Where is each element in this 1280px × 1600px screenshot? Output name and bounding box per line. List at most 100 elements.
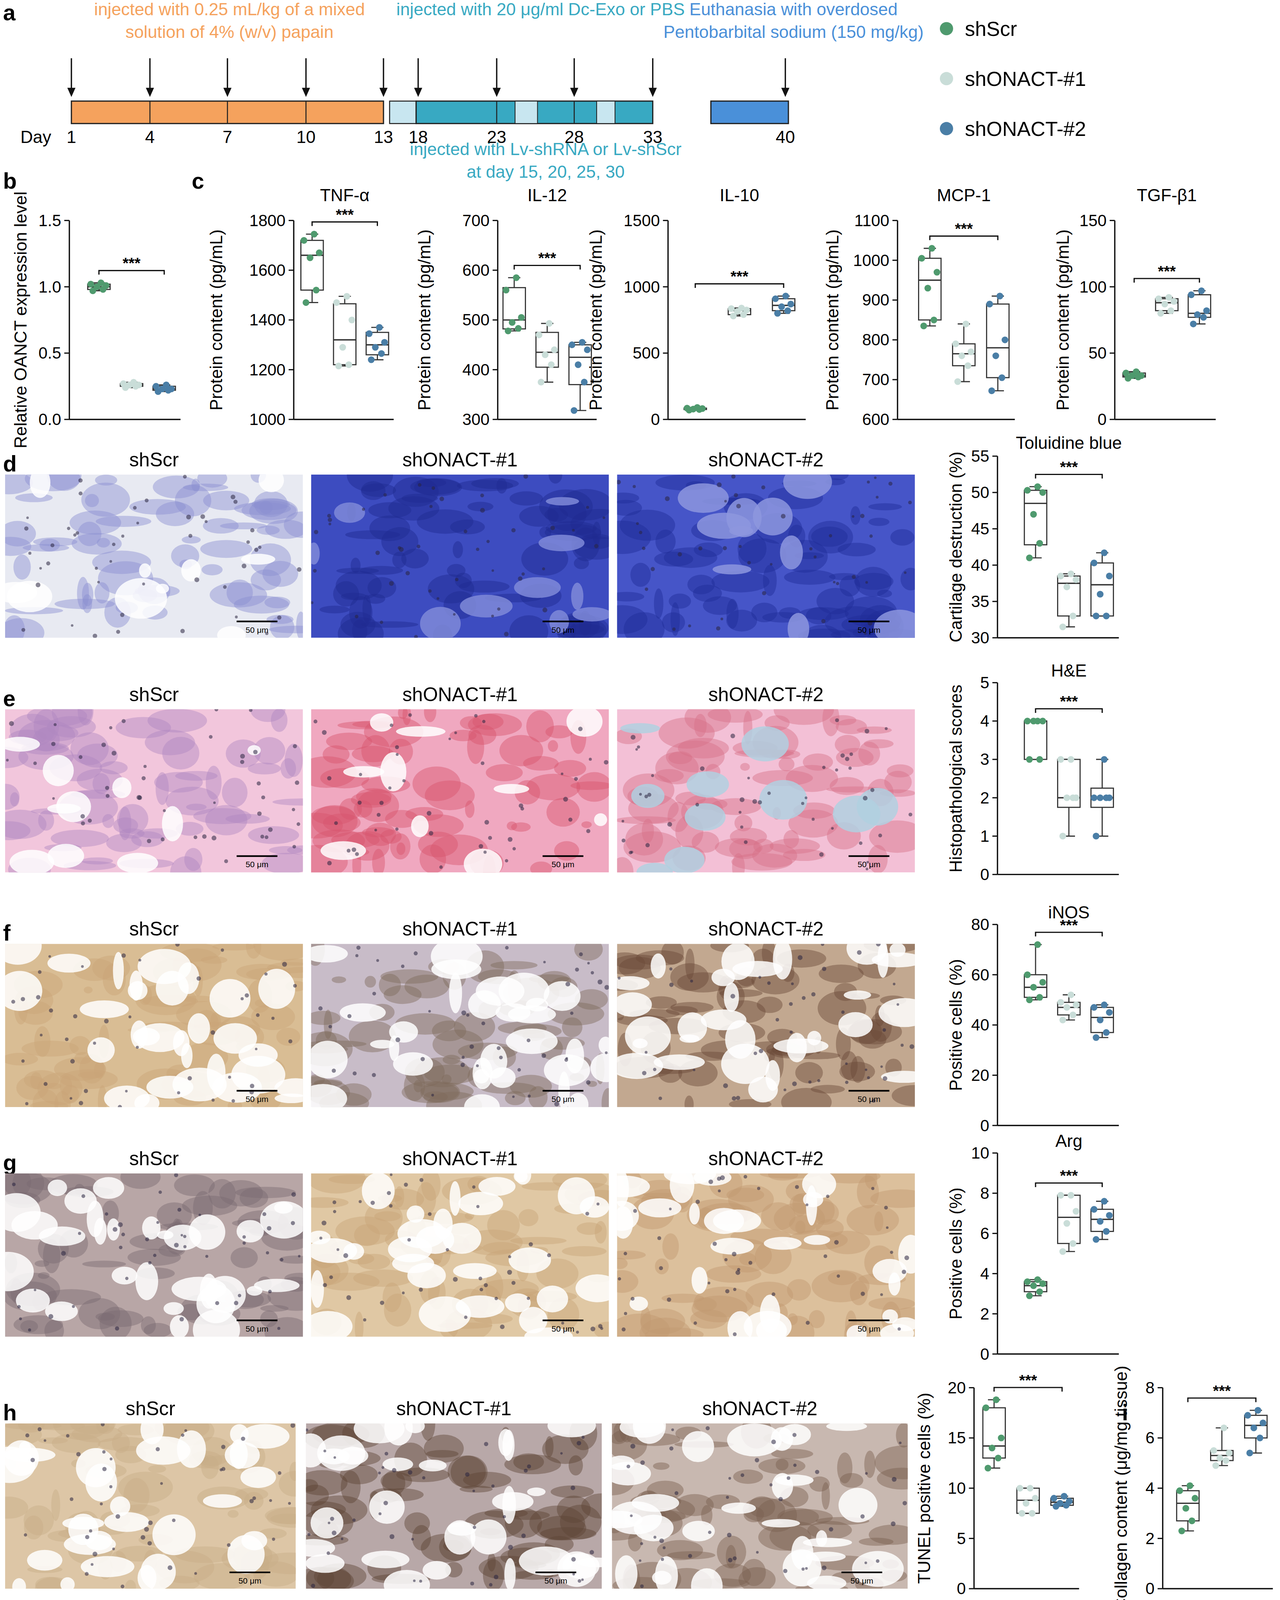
cell bbox=[246, 540, 250, 544]
cell bbox=[271, 1536, 275, 1541]
tissue bbox=[357, 1253, 391, 1270]
cell bbox=[689, 979, 694, 983]
cell bbox=[730, 993, 736, 999]
lacuna bbox=[430, 943, 483, 975]
lacuna bbox=[152, 1513, 196, 1555]
cell bbox=[389, 723, 394, 727]
cell bbox=[21, 627, 26, 632]
cell bbox=[657, 1235, 662, 1240]
cell bbox=[188, 533, 193, 538]
lacuna bbox=[807, 1030, 822, 1045]
cell bbox=[291, 807, 296, 812]
lacuna bbox=[566, 709, 603, 737]
lacuna bbox=[802, 1191, 824, 1207]
lacuna bbox=[163, 1301, 184, 1315]
tissue bbox=[23, 1069, 60, 1090]
lacuna bbox=[380, 752, 407, 792]
cell bbox=[439, 864, 443, 869]
cell bbox=[426, 810, 432, 816]
lacuna bbox=[258, 474, 284, 493]
lacuna bbox=[743, 1310, 792, 1337]
tissue bbox=[361, 483, 397, 497]
lacuna bbox=[339, 1002, 386, 1022]
cell bbox=[405, 570, 411, 576]
cell bbox=[743, 1174, 747, 1179]
cell bbox=[146, 838, 152, 843]
tissue bbox=[795, 1220, 806, 1234]
cell bbox=[288, 1039, 293, 1043]
cell bbox=[23, 1532, 27, 1536]
tissue bbox=[509, 491, 544, 506]
tissue bbox=[468, 724, 497, 746]
lacuna bbox=[75, 1447, 116, 1487]
tissue bbox=[581, 821, 592, 828]
cell bbox=[174, 1173, 179, 1177]
cell bbox=[21, 1058, 25, 1063]
lacuna bbox=[616, 991, 652, 1017]
tissue bbox=[424, 709, 437, 723]
tissue bbox=[340, 611, 376, 638]
lacuna bbox=[19, 1440, 31, 1455]
divider bbox=[573, 101, 575, 124]
arrow bbox=[652, 58, 654, 92]
cell bbox=[475, 547, 480, 551]
cell bbox=[644, 587, 649, 591]
cell bbox=[290, 1422, 296, 1428]
tissue bbox=[670, 602, 680, 637]
cell bbox=[851, 515, 855, 518]
lacuna bbox=[679, 1034, 700, 1043]
day: 1 bbox=[66, 127, 77, 147]
cell bbox=[461, 1055, 465, 1059]
cell bbox=[857, 949, 862, 955]
cell bbox=[512, 846, 516, 851]
tissue bbox=[124, 1579, 136, 1589]
cell bbox=[811, 817, 815, 821]
cell bbox=[235, 615, 238, 619]
cell bbox=[479, 1287, 484, 1291]
scale-bar bbox=[848, 855, 890, 857]
cell bbox=[89, 1528, 93, 1532]
lacuna bbox=[575, 1273, 609, 1302]
cell bbox=[659, 1265, 664, 1270]
cell bbox=[187, 1075, 192, 1081]
cell bbox=[204, 519, 208, 523]
tissue bbox=[115, 716, 172, 739]
cell bbox=[860, 1291, 865, 1296]
cell bbox=[483, 1282, 489, 1288]
cell bbox=[167, 1564, 173, 1570]
cell bbox=[889, 1250, 894, 1254]
image-label: shScr bbox=[129, 1147, 179, 1170]
tissue bbox=[23, 1515, 44, 1539]
cell bbox=[80, 813, 85, 819]
day: 23 bbox=[486, 127, 507, 147]
cell bbox=[439, 496, 445, 501]
cell bbox=[797, 954, 803, 960]
cell bbox=[78, 754, 83, 759]
cell bbox=[321, 729, 327, 735]
cell bbox=[214, 709, 219, 712]
cell bbox=[102, 1449, 106, 1454]
arrow bbox=[305, 58, 307, 92]
cell bbox=[732, 1331, 737, 1336]
tissue bbox=[786, 1278, 812, 1300]
lacuna bbox=[60, 1576, 75, 1589]
tissue bbox=[530, 861, 553, 872]
cell bbox=[761, 590, 767, 596]
cell bbox=[860, 513, 865, 518]
cell bbox=[517, 1067, 521, 1072]
cell bbox=[69, 1096, 73, 1100]
cell bbox=[469, 1044, 474, 1049]
cell bbox=[371, 1072, 376, 1077]
tissue bbox=[5, 520, 36, 546]
day: 18 bbox=[408, 127, 428, 147]
lacuna bbox=[721, 943, 755, 980]
cell bbox=[586, 1079, 591, 1084]
tissue bbox=[200, 539, 253, 558]
cell bbox=[240, 996, 244, 1001]
cell bbox=[228, 1075, 232, 1079]
cell bbox=[428, 589, 432, 593]
cell bbox=[379, 800, 384, 805]
cell bbox=[70, 623, 74, 627]
micrograph-bg bbox=[616, 474, 915, 638]
cell bbox=[840, 753, 845, 758]
